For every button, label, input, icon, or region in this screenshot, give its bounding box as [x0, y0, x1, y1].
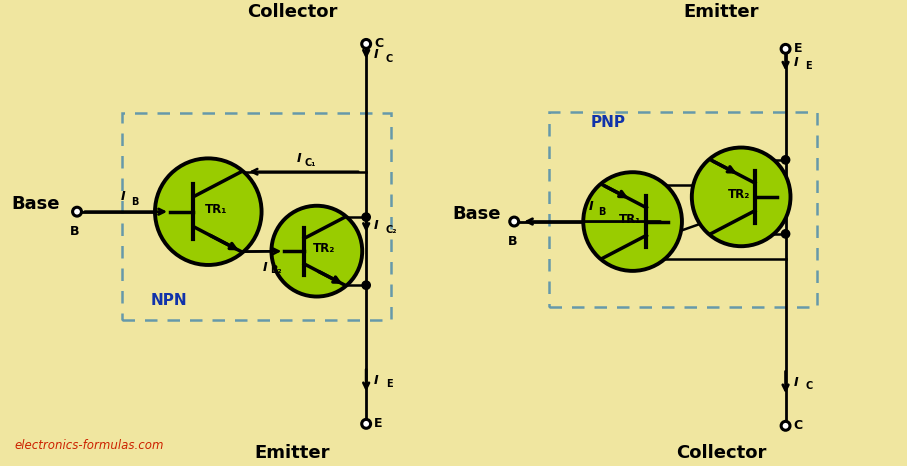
Text: TR₁: TR₁	[205, 203, 228, 215]
Text: I: I	[794, 376, 798, 389]
Circle shape	[781, 44, 790, 53]
Circle shape	[155, 158, 261, 265]
Text: C₂: C₂	[385, 225, 397, 235]
Text: B: B	[507, 235, 517, 248]
Text: B: B	[131, 197, 138, 207]
Text: C: C	[794, 419, 803, 432]
Text: I: I	[794, 55, 798, 69]
Text: TR₁: TR₁	[619, 212, 641, 226]
Text: Collector: Collector	[677, 445, 766, 462]
Text: I: I	[262, 261, 267, 274]
Text: C: C	[805, 381, 813, 391]
Circle shape	[692, 148, 791, 246]
Circle shape	[271, 206, 362, 296]
Text: B₂: B₂	[269, 265, 281, 275]
Text: Collector: Collector	[247, 3, 337, 21]
Circle shape	[73, 207, 82, 216]
Text: PNP: PNP	[590, 116, 626, 130]
Text: E: E	[794, 42, 802, 55]
Text: I: I	[374, 48, 379, 61]
Text: electronics-formulas.com: electronics-formulas.com	[15, 439, 164, 452]
Text: TR₂: TR₂	[727, 188, 750, 201]
Text: C: C	[374, 37, 383, 50]
Text: TR₂: TR₂	[312, 242, 335, 255]
Text: E: E	[805, 61, 812, 71]
Text: NPN: NPN	[151, 293, 187, 308]
Circle shape	[781, 421, 790, 430]
Text: I: I	[297, 152, 301, 165]
Text: C: C	[385, 54, 393, 64]
Text: E: E	[385, 379, 393, 390]
Text: I: I	[122, 190, 126, 203]
Circle shape	[583, 172, 682, 271]
Circle shape	[362, 281, 370, 289]
Circle shape	[510, 217, 519, 226]
Text: Emitter: Emitter	[684, 3, 759, 21]
Text: B: B	[599, 206, 606, 217]
Text: B: B	[71, 225, 80, 238]
Circle shape	[362, 40, 371, 48]
Circle shape	[362, 419, 371, 428]
Text: Emitter: Emitter	[254, 445, 330, 462]
Circle shape	[782, 230, 790, 238]
Text: C₁: C₁	[305, 158, 317, 168]
Text: Base: Base	[452, 205, 501, 223]
Text: I: I	[374, 374, 379, 387]
Text: E: E	[374, 418, 383, 430]
Text: I: I	[589, 199, 593, 212]
Text: Base: Base	[11, 195, 60, 213]
Circle shape	[362, 213, 370, 221]
Text: I: I	[374, 219, 379, 233]
Circle shape	[782, 156, 790, 164]
